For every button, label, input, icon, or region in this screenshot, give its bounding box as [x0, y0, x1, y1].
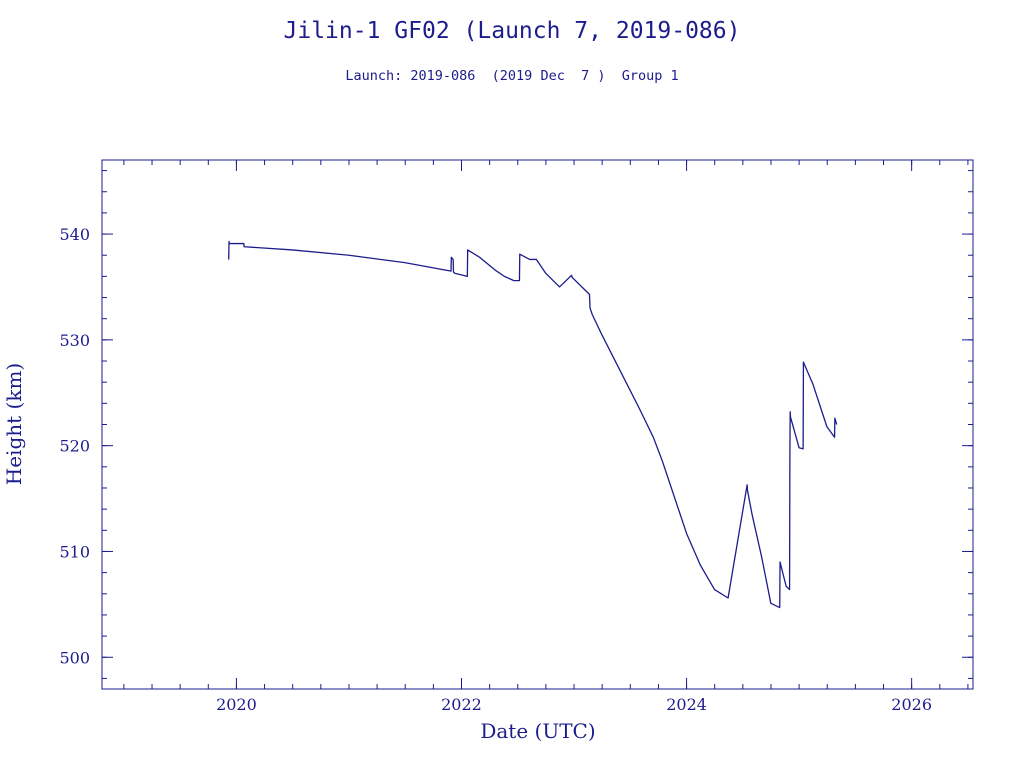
x-tick-label: 2022: [441, 695, 482, 714]
y-tick-label: 540: [59, 225, 90, 244]
x-axis-label: Date (UTC): [480, 719, 595, 743]
minor-ticks: [102, 160, 973, 689]
y-tick-label: 530: [59, 331, 90, 350]
chart-title: Jilin-1 GF02 (Launch 7, 2019-086): [284, 18, 741, 44]
x-tick-label: 2024: [666, 695, 707, 714]
y-tick-label: 520: [59, 437, 90, 456]
y-tick-labels: 500 510 520 530 540: [59, 225, 90, 667]
series-line-height: [228, 240, 838, 609]
major-ticks: [102, 160, 973, 689]
x-tick-label: 2020: [216, 695, 257, 714]
y-tick-label: 510: [59, 542, 90, 561]
y-tick-label: 500: [59, 648, 90, 667]
chart-subtitle: Launch: 2019-086 (2019 Dec 7 ) Group 1: [345, 68, 678, 84]
x-tick-label: 2026: [891, 695, 932, 714]
y-axis-label: Height (km): [2, 363, 26, 485]
x-tick-labels: 2020 2022 2024 2026: [216, 695, 932, 714]
plot-frame: [101, 159, 974, 690]
